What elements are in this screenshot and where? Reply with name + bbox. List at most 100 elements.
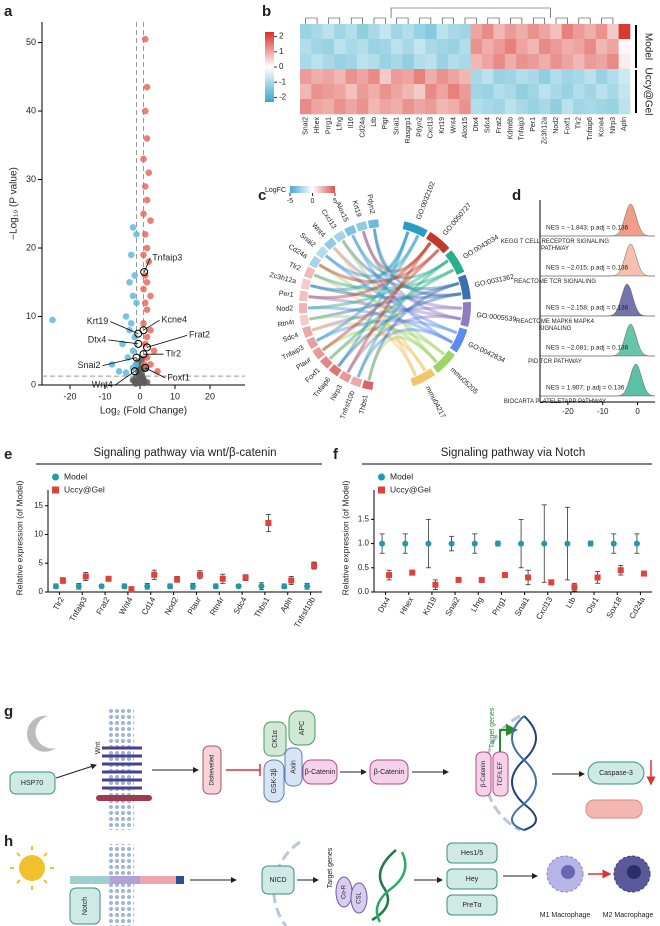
- chord-link: [309, 281, 460, 321]
- x-tick-label: 10: [170, 391, 180, 401]
- x-tick-label: Snai1: [513, 595, 531, 618]
- column-label: Apln: [621, 117, 628, 131]
- heatmap-cell: [322, 69, 335, 85]
- heatmap-cell: [516, 84, 528, 100]
- gene-arc: [333, 230, 347, 243]
- heatmap-cell: [493, 39, 506, 55]
- y-tick-label: 30: [26, 174, 36, 184]
- chart-title: Signaling pathway via wnt/β-catenin: [93, 447, 276, 459]
- gene-label: Per1: [278, 290, 294, 299]
- term-arc: [410, 368, 436, 387]
- x-tick-label: Sdc4: [232, 595, 249, 616]
- heatmap-cell: [470, 54, 483, 70]
- data-point: [525, 574, 532, 581]
- gene-arc: [362, 380, 374, 391]
- heatmap-cell: [345, 24, 358, 40]
- data-point: [105, 575, 112, 582]
- heatmap-cell: [504, 84, 517, 100]
- gene-arc: [309, 255, 322, 269]
- chord-link: [315, 319, 458, 342]
- chord-link: [310, 284, 462, 300]
- data-point: [265, 520, 272, 526]
- point: [108, 361, 116, 368]
- heatmap-cell: [607, 39, 619, 55]
- heatmap-cell: [436, 84, 449, 100]
- heatmap-cell: [584, 54, 597, 70]
- legend-label: Model: [64, 471, 87, 481]
- target-arrow: [499, 724, 518, 752]
- hes-box: [446, 842, 498, 864]
- heatmap-cell: [368, 54, 380, 70]
- chord-link: [318, 263, 446, 356]
- term-arc: [449, 327, 468, 353]
- heatmap-cell: [607, 84, 619, 100]
- heatmap-cell: [413, 24, 426, 40]
- chord-link: [328, 268, 455, 360]
- data-point: [610, 540, 617, 547]
- data-point: [121, 583, 128, 590]
- heatmap-cell: [311, 84, 324, 100]
- cell: [585, 799, 643, 819]
- dendrogram: [350, 17, 363, 24]
- hsp70: HSP70: [21, 780, 43, 787]
- chord-link: [337, 292, 462, 368]
- point: [143, 196, 151, 204]
- panel-label: b: [262, 3, 271, 20]
- data-point: [151, 571, 158, 578]
- chord-link: [361, 230, 432, 273]
- leader-line: [143, 257, 151, 273]
- gene-label: Cd24a: [287, 243, 308, 260]
- x-tick-label: Rtn4r: [208, 595, 226, 617]
- data-point: [144, 583, 151, 590]
- dendrogram: [601, 17, 614, 24]
- heatmap-cell: [300, 69, 312, 85]
- x-tick-label: -20: [562, 407, 574, 416]
- point: [133, 231, 140, 238]
- legend-label: Uccy@Gel: [64, 484, 105, 494]
- gene-label: Sdc4: [282, 332, 299, 344]
- heatmap-cell: [504, 39, 517, 55]
- point: [143, 354, 151, 361]
- x-tick-label: Apln: [279, 596, 295, 614]
- pathway-label: REACTOME MAPK6 MAPK4 SIGNALING: [516, 319, 594, 332]
- x-tick-label: Hhex: [398, 596, 415, 617]
- heatmap-cell: [618, 24, 631, 40]
- heatmap-cell: [300, 84, 312, 100]
- colorbar-tick-label: 2: [279, 32, 284, 41]
- heatmap-cell: [334, 39, 346, 55]
- y-tick-label: 5: [39, 558, 44, 567]
- x-tick-label: Dtx4: [376, 595, 392, 614]
- term-label: GO:0005539: [476, 312, 517, 323]
- csl: CSL: [357, 892, 363, 904]
- heatmap-cell: [334, 99, 346, 115]
- heatmap-cell: [391, 99, 403, 115]
- column-label: Krt19: [439, 117, 446, 134]
- column-label: Frat2: [496, 117, 503, 133]
- data-point: [448, 540, 455, 547]
- pathway-label: REACTOME TCR SIGNALING: [513, 279, 597, 285]
- heatmap-cell: [493, 24, 506, 40]
- heatmap-cell: [618, 84, 631, 100]
- heatmap-cell: [436, 69, 449, 85]
- heatmap-cell: [595, 84, 608, 100]
- heatmap-cell: [561, 99, 574, 115]
- heatmap-cell: [368, 24, 380, 40]
- gene-arc: [328, 364, 342, 377]
- group-label: Uccy@Gel: [642, 68, 653, 116]
- bcat-free: β-Catenin: [374, 769, 405, 776]
- heatmap-cell: [550, 39, 563, 55]
- colorbar-tick-label: -2: [279, 93, 287, 102]
- term-label: GO:0050727: [442, 202, 473, 237]
- term-label: mmu04217: [424, 385, 446, 419]
- data-point: [311, 562, 318, 569]
- heatmap-cell: [459, 84, 471, 100]
- data-point: [425, 540, 432, 547]
- heatmap-cell: [391, 54, 403, 70]
- gene-arc: [338, 370, 352, 383]
- ridge: [540, 203, 655, 237]
- heatmap-cell: [538, 69, 551, 85]
- point: [141, 231, 149, 238]
- heatmap-cell: [504, 24, 517, 40]
- column-label: Cxcl13: [428, 117, 435, 139]
- heatmap-cell: [379, 24, 392, 40]
